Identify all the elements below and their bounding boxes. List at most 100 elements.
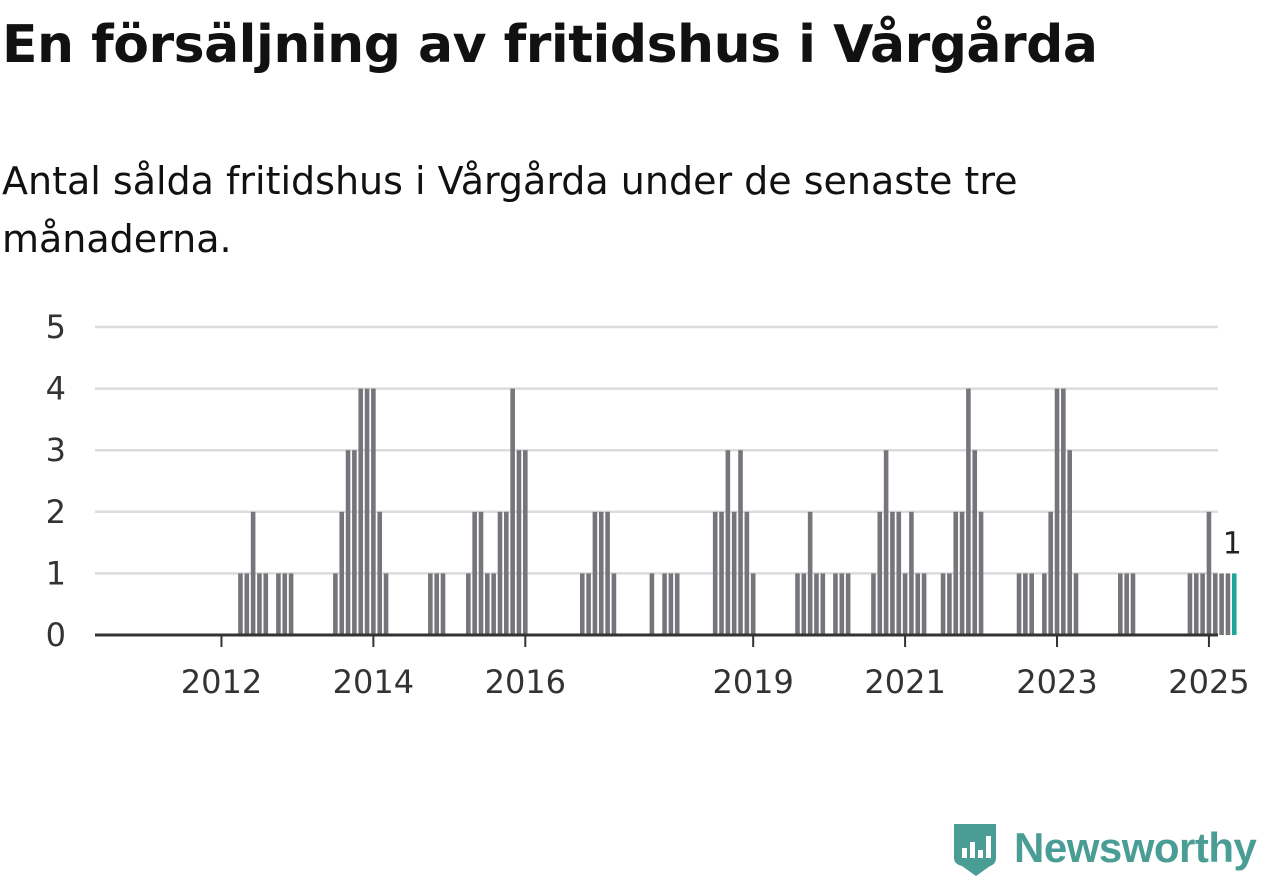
bar <box>440 573 446 635</box>
bar <box>1073 573 1079 635</box>
bar <box>883 450 889 635</box>
bar <box>1061 388 1066 635</box>
bar <box>921 573 927 635</box>
y-tick-label: 5 <box>46 308 66 346</box>
bar <box>877 511 883 635</box>
bar <box>725 450 731 635</box>
bar <box>795 573 800 635</box>
bar <box>833 573 838 635</box>
bar <box>1124 573 1129 635</box>
bar <box>472 511 477 635</box>
bar <box>1048 511 1053 635</box>
bar <box>1067 450 1072 635</box>
bar <box>523 450 528 635</box>
bar <box>244 573 250 635</box>
bar <box>915 573 921 635</box>
y-tick-label: 3 <box>46 431 66 469</box>
bar <box>497 511 503 635</box>
bar <box>845 573 851 635</box>
bar <box>1054 388 1060 635</box>
y-axis-labels: 0 1 2 3 4 5 <box>46 308 66 654</box>
bar <box>1042 573 1047 635</box>
chart-subtitle: Antal sålda fritidshus i Vårgårda under … <box>2 159 1018 261</box>
brand-logo: Newsworthy <box>950 818 1257 878</box>
bar <box>478 511 484 635</box>
bar <box>371 388 376 635</box>
bar <box>1206 511 1212 635</box>
bar <box>288 573 294 635</box>
bar <box>750 573 756 635</box>
bar <box>1023 573 1028 635</box>
bar <box>276 573 281 635</box>
bar <box>674 573 680 635</box>
bar <box>598 511 604 635</box>
bar <box>807 511 813 635</box>
bar <box>1212 573 1218 635</box>
bars <box>238 388 1237 635</box>
bar <box>668 573 674 635</box>
x-tick-label: 2012 <box>181 663 262 701</box>
bar <box>377 511 383 635</box>
newsworthy-logo-icon <box>954 824 996 876</box>
bar <box>940 573 946 635</box>
bar <box>744 511 750 635</box>
bar <box>871 573 876 635</box>
bar <box>731 511 737 635</box>
highlight-value-label: 1 <box>1223 526 1242 561</box>
bar <box>592 511 598 635</box>
bar <box>909 511 914 635</box>
bar <box>364 388 370 635</box>
bar <box>719 511 724 635</box>
bar <box>579 573 585 635</box>
bar <box>510 388 515 635</box>
bar <box>485 573 490 635</box>
y-tick-label: 1 <box>46 554 66 592</box>
bar <box>712 511 718 635</box>
x-tick-label: 2019 <box>712 663 793 701</box>
y-tick-label: 4 <box>46 370 66 408</box>
bar <box>959 511 965 635</box>
bar <box>1200 573 1205 635</box>
bar-highlight <box>1231 573 1237 635</box>
bar <box>352 450 357 635</box>
bar <box>339 511 345 635</box>
x-axis: 2012 2014 2016 2019 2021 2023 2025 <box>95 633 1250 701</box>
bar <box>662 573 667 635</box>
bar <box>1130 573 1136 635</box>
bar <box>978 511 984 635</box>
bar <box>814 573 819 635</box>
x-tick-label: 2023 <box>1016 663 1097 701</box>
bar <box>953 511 959 635</box>
bar <box>649 573 655 635</box>
bar-chart: 0 1 2 3 4 5 2012 2014 2016 2019 2021 2023 2025 1 <box>46 308 1250 701</box>
bar <box>1118 573 1123 635</box>
x-tick-label: 2016 <box>485 663 566 701</box>
brand-name: Newsworthy <box>1014 824 1257 871</box>
bar <box>516 450 522 635</box>
bar <box>282 573 288 635</box>
bar <box>1193 573 1199 635</box>
x-tick-label: 2021 <box>864 663 945 701</box>
bar <box>966 388 971 635</box>
annotations: 1 <box>1223 526 1242 561</box>
bar <box>820 573 826 635</box>
bar <box>491 573 496 635</box>
bar <box>605 511 610 635</box>
bar <box>738 450 743 635</box>
bar <box>1029 573 1034 635</box>
y-tick-label: 2 <box>46 493 66 531</box>
page-title: En försäljning av fritidshus i Vårgårda <box>2 15 1098 75</box>
bar <box>890 511 895 635</box>
bar <box>839 573 845 635</box>
bar <box>902 573 908 635</box>
bar <box>250 511 256 635</box>
bar <box>611 573 617 635</box>
bar <box>947 573 952 635</box>
bar <box>263 573 269 635</box>
bar <box>257 573 262 635</box>
bar <box>1225 573 1231 635</box>
bar <box>434 573 439 635</box>
bar <box>801 573 807 635</box>
bar <box>504 511 509 635</box>
bar <box>896 511 902 635</box>
